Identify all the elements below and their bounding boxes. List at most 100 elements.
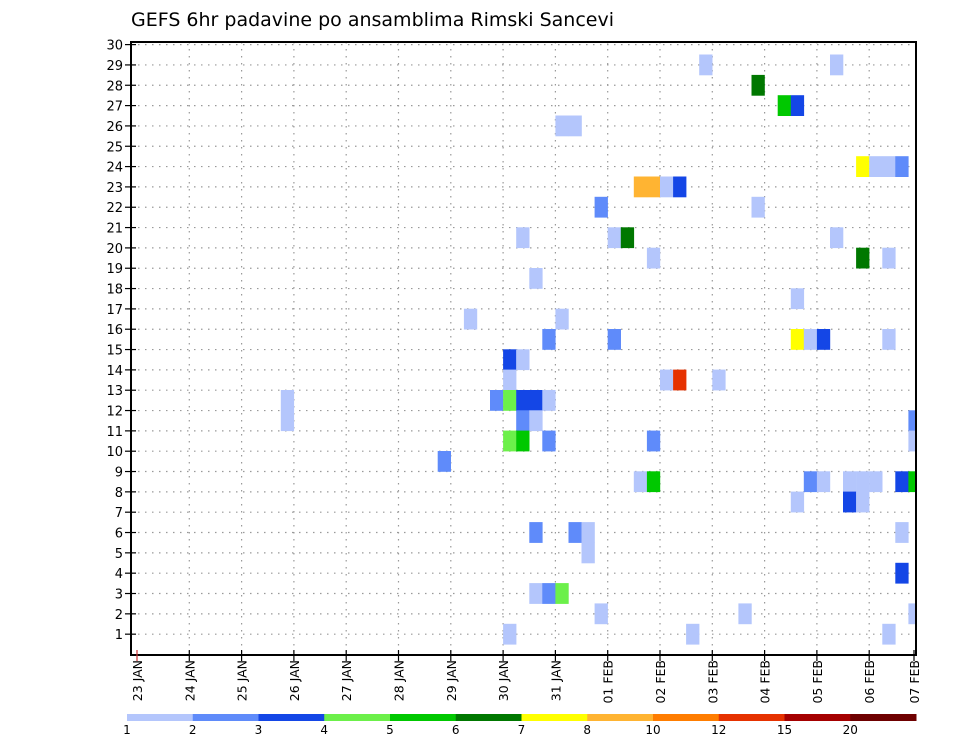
x-tick-label: 05 FEB — [810, 660, 825, 704]
y-tick-label: 14 — [106, 364, 123, 379]
heatmap-cell — [633, 176, 648, 198]
x-tick-label: 03 FEB — [705, 660, 720, 704]
colorbar-swatch — [521, 714, 588, 721]
heatmap-cell — [503, 390, 517, 411]
heatmap-cell — [699, 54, 713, 76]
y-tick-label: 29 — [106, 59, 123, 74]
colorbar-label: 3 — [255, 723, 263, 737]
colorbar-swatch — [258, 714, 325, 721]
heatmap-cell — [529, 390, 543, 411]
heatmap-cell — [790, 288, 805, 310]
heatmap-cell — [660, 369, 674, 391]
heatmap-cell — [646, 430, 661, 452]
heatmap-cell — [816, 329, 831, 350]
colorbar-swatch — [324, 714, 391, 721]
heatmap-cell — [803, 471, 818, 493]
heatmap-cell — [516, 349, 530, 371]
heatmap-cell — [542, 583, 556, 604]
heatmap-cell — [581, 522, 595, 543]
x-tick-label: 02 FEB — [653, 660, 668, 704]
heatmap-cell — [542, 430, 556, 452]
heatmap-cell — [516, 227, 530, 249]
colorbar-swatch — [455, 714, 522, 721]
heatmap-cell — [803, 329, 818, 350]
y-tick-label: 11 — [106, 425, 123, 440]
colorbar: 1 2 3 4 5 6 7 8 10 12 15 20 — [123, 714, 917, 737]
heatmap-cell — [529, 410, 543, 432]
y-tick-label: 23 — [106, 181, 123, 196]
colorbar-label: 4 — [320, 723, 328, 737]
heatmap-cell — [830, 227, 844, 249]
heatmap-cell — [686, 623, 700, 645]
y-tick-label: 9 — [115, 466, 123, 481]
y-tick-label: 20 — [106, 242, 123, 257]
x-tick-label: 30 JAN — [496, 660, 511, 701]
x-tick-label: 28 JAN — [392, 660, 407, 701]
x-tick-label: 27 JAN — [339, 660, 354, 701]
heatmap-cell — [594, 196, 608, 218]
x-tick-label: 06 FEB — [862, 660, 877, 704]
heatmap-cell — [555, 308, 569, 330]
colorbar-label: 20 — [843, 723, 858, 737]
colorbar-label: 5 — [386, 723, 394, 737]
heatmap-cell — [751, 196, 765, 218]
y-tick-label: 25 — [106, 140, 123, 155]
heatmap-cell — [503, 430, 517, 452]
heatmap-cell — [895, 522, 909, 543]
y-tick-label: 19 — [106, 262, 123, 277]
heatmap-cell — [895, 562, 909, 584]
x-tick-label: 04 FEB — [758, 660, 773, 704]
heatmap-cell — [882, 329, 896, 350]
heatmap-cell — [790, 95, 805, 116]
heatmap-cell — [790, 491, 805, 513]
heatmap-cell — [646, 247, 661, 269]
heatmap-cell — [738, 603, 752, 625]
colorbar-label: 10 — [645, 723, 660, 737]
heatmap-cell — [843, 491, 857, 513]
y-tick-label: 22 — [106, 201, 123, 216]
colorbar-label: 1 — [123, 723, 131, 737]
y-tick-label: 15 — [106, 344, 123, 359]
heatmap-cell — [790, 329, 805, 350]
y-tick-label: 3 — [115, 588, 123, 603]
y-tick-label: 4 — [115, 567, 123, 582]
heatmap-cell — [529, 522, 543, 543]
colorbar-label: 12 — [711, 723, 726, 737]
heatmap-cell — [816, 471, 831, 493]
heatmap-cell — [542, 329, 556, 350]
heatmap-cell — [895, 471, 909, 493]
heatmap-cell — [646, 471, 661, 493]
heatmap-cell — [581, 542, 595, 564]
heatmap-cell — [542, 390, 556, 411]
heatmap-cell — [503, 349, 517, 371]
chart-title: GEFS 6hr padavine po ansamblima Rimski S… — [131, 9, 614, 31]
y-tick-label: 10 — [106, 445, 123, 460]
heatmap-cell — [646, 176, 661, 198]
heatmap-cell — [633, 471, 648, 493]
heatmap-cell — [516, 430, 530, 452]
colorbar-label: 2 — [189, 723, 197, 737]
y-tick-label: 17 — [106, 303, 123, 318]
heatmap-cell — [869, 471, 883, 493]
heatmap-cell — [503, 623, 517, 645]
heatmap-cell — [490, 390, 504, 411]
x-tick-label: 07 FEB — [907, 660, 922, 704]
heatmap-cell — [882, 156, 896, 177]
y-tick-label: 12 — [106, 405, 123, 420]
colorbar-swatch — [653, 714, 720, 721]
heatmap-cell — [529, 268, 543, 289]
heatmap-cell — [856, 156, 870, 177]
y-tick-label: 18 — [106, 283, 123, 298]
y-tick-label: 16 — [106, 323, 123, 338]
heatmap-cell — [908, 410, 916, 432]
heatmap-cell — [607, 329, 621, 350]
x-tick-label: 25 JAN — [235, 660, 250, 701]
y-tick-label: 6 — [115, 527, 123, 542]
colorbar-swatch — [390, 714, 457, 721]
heatmap-cell — [594, 603, 608, 625]
colorbar-swatch — [192, 714, 259, 721]
y-tick-label: 26 — [106, 120, 123, 135]
heatmap-cell — [280, 390, 295, 411]
heatmap-cell — [882, 247, 896, 269]
